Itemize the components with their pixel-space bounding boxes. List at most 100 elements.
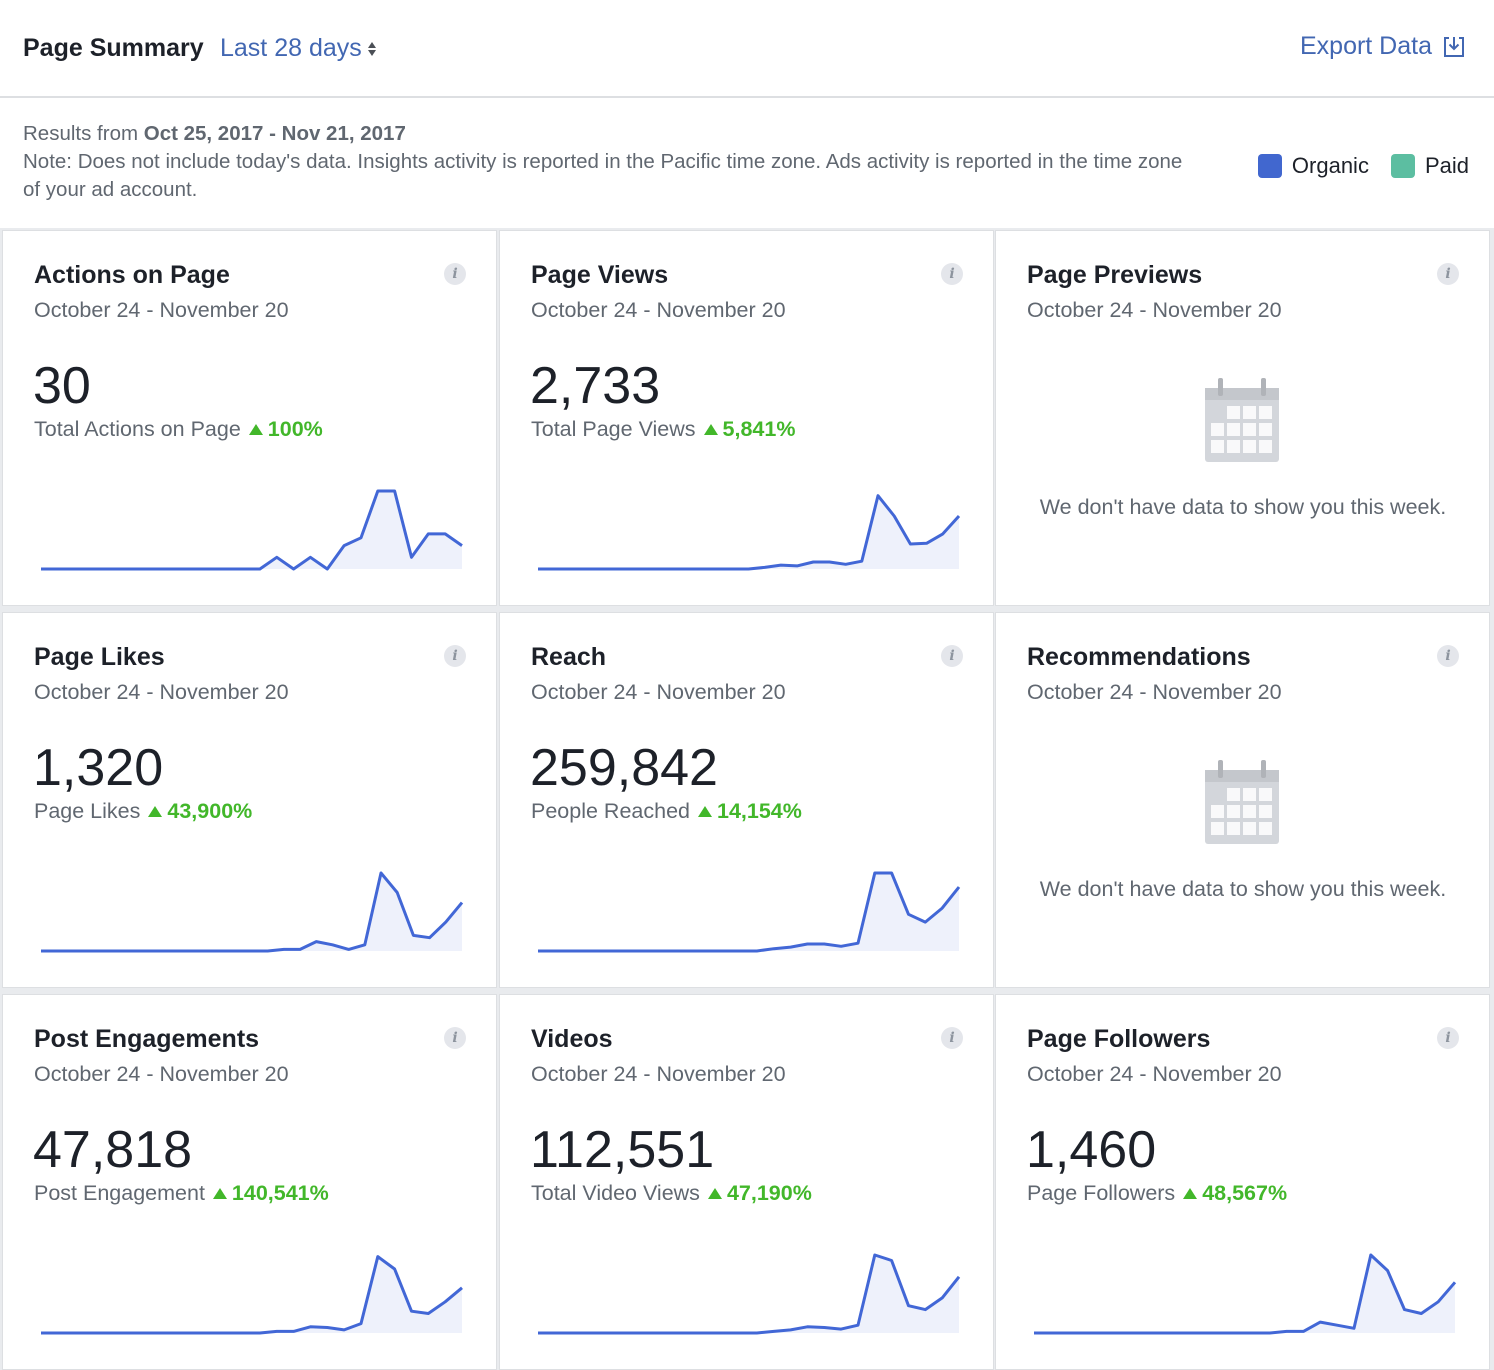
metric-card: Recommendations i October 24 - November 20…	[995, 612, 1490, 988]
card-title[interactable]: Videos	[531, 1025, 613, 1053]
metric-card: Reach i October 24 - November 20 259,842 Peo…	[499, 612, 994, 988]
sparkline-line	[538, 871, 961, 953]
timezone-note: Note: Does not include today's data. Ins…	[23, 150, 1183, 201]
up-arrow-icon	[703, 424, 718, 435]
date-range-label[interactable]: Last 28 days	[220, 34, 362, 62]
paid-swatch	[1390, 154, 1415, 178]
card-title[interactable]: Page Likes	[34, 643, 165, 671]
sparkline-line	[41, 489, 463, 571]
metric-card: Post Engagements i October 24 - November 2…	[2, 994, 497, 1370]
card-title[interactable]: Page Views	[531, 261, 669, 289]
card-title[interactable]: Actions on Page	[34, 261, 230, 289]
metric-label: Page Followers	[1027, 1181, 1176, 1205]
card-date-range: October 24 - November 20	[531, 680, 786, 704]
sparkline-line	[538, 1253, 961, 1335]
metric-card: Page Previews i October 24 - November 20 We…	[995, 230, 1490, 606]
card-date-range: October 24 - November 20	[531, 1062, 786, 1086]
card-title[interactable]: Page Previews	[1027, 261, 1203, 289]
results-range: Oct 25, 2017 - Nov 21, 2017	[143, 122, 406, 145]
empty-state-text: We don't have data to show you this week…	[1039, 495, 1447, 519]
metric-card: Actions on Page i October 24 - November 20…	[2, 230, 497, 606]
metric-subtitle: Total Actions on Page 100%	[34, 417, 323, 442]
metric-change: 14,154%	[697, 799, 802, 824]
info-icon[interactable]: i	[941, 1027, 963, 1049]
up-arrow-icon	[212, 1188, 227, 1199]
sparkline-area	[41, 873, 462, 951]
metric-change: 47,190%	[707, 1181, 812, 1206]
info-icon[interactable]: i	[1437, 645, 1459, 667]
sort-arrows-icon	[367, 41, 376, 57]
sparkline-area	[41, 491, 462, 569]
empty-state-text: We don't have data to show you this week…	[1039, 877, 1447, 901]
metric-card: Page Views i October 24 - November 20 2,733…	[499, 230, 994, 606]
up-arrow-icon	[248, 424, 263, 435]
card-date-range: October 24 - November 20	[34, 1062, 289, 1086]
info-icon[interactable]: i	[444, 263, 466, 285]
legend-paid-label: Paid	[1424, 153, 1469, 178]
page-title: Page Summary	[23, 34, 204, 62]
up-arrow-icon	[707, 1188, 722, 1199]
info-icon[interactable]: i	[444, 645, 466, 667]
page-header: Page Summary Last 28 days Export Data	[0, 0, 1494, 98]
sparkline-line	[1034, 1253, 1457, 1335]
metric-label: Total Video Views	[531, 1181, 700, 1205]
sparkline-line	[538, 494, 961, 571]
up-arrow-icon	[697, 806, 712, 817]
up-arrow-icon	[1183, 1188, 1198, 1199]
metrics-grid: Actions on Page i October 24 - November 20…	[0, 228, 1494, 1370]
metric-change: 43,900%	[148, 799, 252, 824]
card-date-range: October 24 - November 20	[1027, 298, 1282, 322]
metric-card: Videos i October 24 - November 20 112,551 To…	[499, 994, 994, 1370]
results-range-line: Results from Oct 25, 2017 - Nov 21, 2017	[23, 120, 1203, 148]
card-date-range: October 24 - November 20	[34, 298, 289, 322]
sparkline-chart	[538, 1253, 961, 1335]
metric-change: 100%	[248, 417, 323, 442]
card-date-range: October 24 - November 20	[34, 680, 289, 704]
metric-label: Page Likes	[34, 799, 141, 823]
info-icon[interactable]: i	[941, 645, 963, 667]
sparkline-line	[41, 1255, 463, 1335]
metric-subtitle: People Reached 14,154%	[531, 799, 802, 824]
card-title[interactable]: Page Followers	[1027, 1025, 1211, 1053]
info-icon[interactable]: i	[941, 263, 963, 285]
metric-change-value: 14,154%	[716, 799, 802, 823]
sparkline-chart	[538, 871, 961, 953]
metric-card: Page Likes i October 24 - November 20 1,320…	[2, 612, 497, 988]
card-title[interactable]: Recommendations	[1027, 643, 1251, 671]
info-icon[interactable]: i	[1437, 263, 1459, 285]
info-icon[interactable]: i	[444, 1027, 466, 1049]
metric-label: Post Engagement	[34, 1181, 205, 1205]
metric-value: 2,733	[530, 357, 661, 415]
card-title[interactable]: Reach	[531, 643, 607, 671]
info-icon[interactable]: i	[1437, 1027, 1459, 1049]
chart-legend: Organic Paid	[1236, 153, 1469, 179]
metric-change: 140,541%	[212, 1181, 329, 1206]
metric-change-value: 47,190%	[726, 1181, 812, 1205]
metric-card: Page Followers i October 24 - November 20 1…	[995, 994, 1490, 1370]
calendar-icon	[1205, 760, 1279, 844]
metric-value: 112,551	[530, 1121, 715, 1179]
date-range-selector[interactable]: Last 28 days	[220, 34, 376, 63]
export-data-label[interactable]: Export Data	[1299, 32, 1432, 60]
results-prefix: Results from	[23, 122, 144, 145]
metric-subtitle: Total Video Views 47,190%	[531, 1181, 812, 1206]
metric-change-value: 43,900%	[167, 799, 253, 823]
legend-organic: Organic	[1257, 153, 1369, 179]
legend-organic-label: Organic	[1291, 153, 1369, 178]
sparkline-chart	[538, 494, 961, 571]
metric-subtitle: Total Page Views 5,841%	[531, 417, 795, 442]
sparkline-chart	[41, 1255, 463, 1335]
metric-change-value: 5,841%	[722, 417, 796, 441]
metric-change: 5,841%	[703, 417, 796, 442]
metric-label: People Reached	[531, 799, 690, 823]
card-title[interactable]: Post Engagements	[34, 1025, 260, 1053]
calendar-icon	[1205, 378, 1279, 462]
card-date-range: October 24 - November 20	[1027, 680, 1282, 704]
sparkline-chart	[41, 489, 463, 571]
metric-subtitle: Page Likes 43,900%	[34, 799, 252, 824]
metric-value: 1,320	[33, 739, 164, 797]
export-data-button[interactable]: Export Data	[1300, 32, 1466, 61]
sparkline-area	[1034, 1255, 1455, 1333]
metric-label: Total Page Views	[531, 417, 696, 441]
sparkline-area	[41, 1256, 462, 1333]
